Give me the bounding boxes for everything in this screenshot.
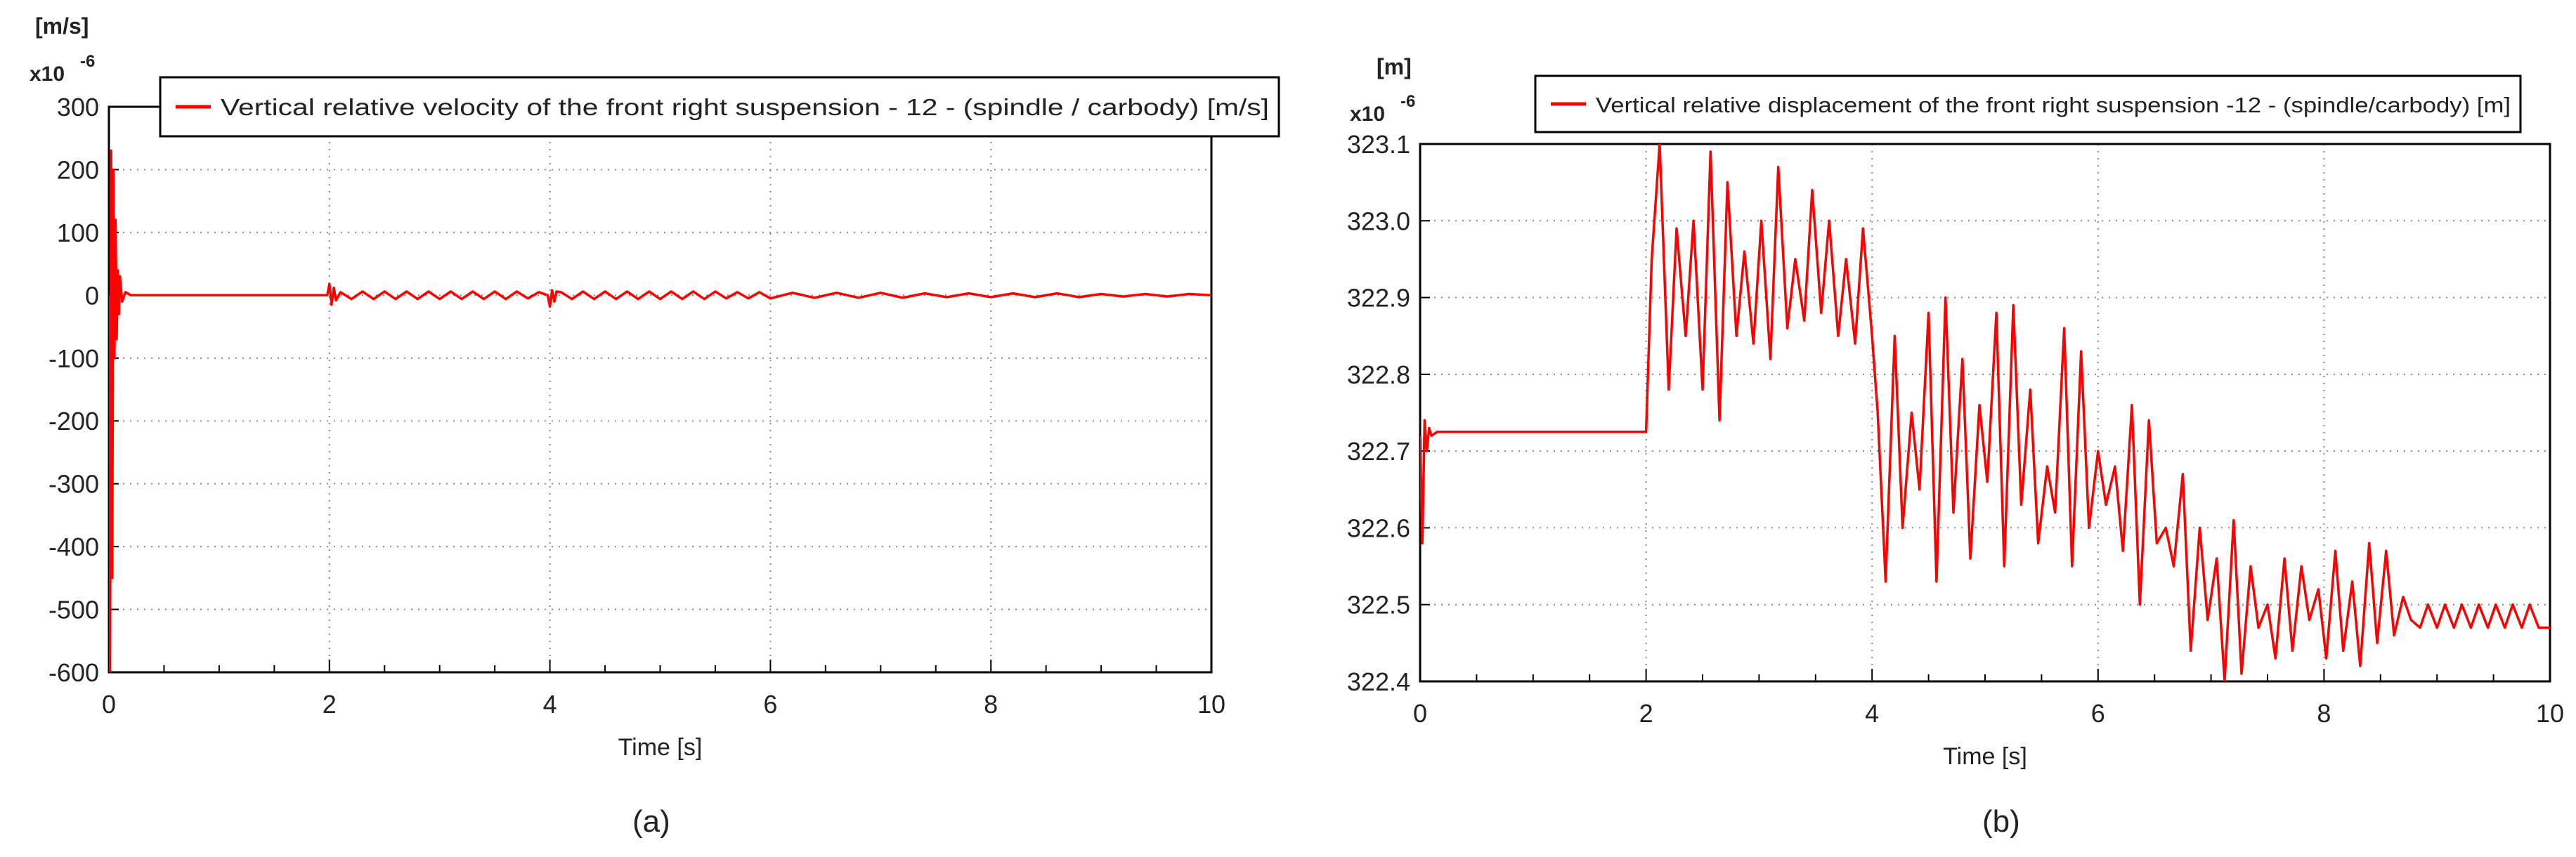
legend: Vertical relative displacement of the fr… — [1534, 74, 2522, 133]
y-tick-label: 0 — [85, 281, 99, 310]
y-tick-label: 322.8 — [1347, 360, 1410, 389]
y-multiplier: x10 — [30, 63, 65, 86]
x-tick-label: 8 — [984, 690, 998, 719]
x-tick-label: 4 — [1865, 699, 1879, 728]
series-line — [1420, 144, 2550, 681]
y-multiplier: x10 — [1350, 103, 1385, 126]
plot-frame — [108, 105, 1213, 674]
x-tick-label: 10 — [2536, 699, 2564, 728]
displacement-chart: 0 2 4 6 8 10 323.1 323.0 322.9 322.8 322.7 322.6 322… — [1347, 54, 2564, 770]
y-tick-label: 322.9 — [1347, 284, 1410, 313]
chart-panel-a: 0 2 4 6 8 10 300 200 100 0 -100 -200 -300 -400 -500 -60… — [30, 13, 1280, 839]
caption-b: (b) — [1982, 804, 2020, 839]
x-tick-label: 6 — [763, 690, 777, 719]
y-tick-label: 322.4 — [1347, 667, 1410, 696]
y-tick-label: 100 — [57, 218, 99, 247]
y-unit-label: [m] — [1377, 54, 1412, 79]
y-tick-label: -400 — [48, 532, 99, 561]
legend: Vertical relative velocity of the front … — [159, 76, 1280, 138]
y-tick-label: 322.5 — [1347, 591, 1410, 620]
y-multiplier-exponent: -6 — [1400, 92, 1415, 111]
velocity-chart: 0 2 4 6 8 10 300 200 100 0 -100 -200 -300 -400 -500 -60… — [30, 13, 1280, 761]
x-tick-label: 8 — [2317, 699, 2331, 728]
y-tick-label: 322.7 — [1347, 437, 1410, 466]
x-tick-label: 10 — [1197, 690, 1225, 719]
y-tick-label: 323.0 — [1347, 207, 1410, 235]
y-tick-label: -500 — [48, 596, 99, 624]
x-tick-label: 4 — [543, 690, 557, 719]
y-multiplier-exponent: -6 — [80, 52, 95, 71]
legend-box — [159, 76, 1280, 138]
series-line — [109, 149, 1211, 672]
y-tick-label: 300 — [57, 93, 99, 122]
caption-a: (a) — [632, 804, 670, 839]
y-tick-label: 322.6 — [1347, 513, 1410, 542]
legend-label: Vertical relative displacement of the fr… — [1596, 93, 2511, 117]
x-tick-label: 0 — [102, 690, 116, 719]
y-tick-label: -300 — [48, 470, 99, 499]
x-tick-label: 2 — [323, 690, 337, 719]
grid — [108, 106, 1212, 673]
y-tick-label: -200 — [48, 407, 99, 436]
legend-label: Vertical relative velocity of the front … — [221, 94, 1269, 120]
y-unit-label: [m/s] — [35, 13, 89, 39]
x-tick-label: 2 — [1639, 699, 1653, 728]
y-tick-label: 323.1 — [1347, 130, 1410, 159]
x-tick-label: 6 — [2091, 699, 2105, 728]
x-axis-label: Time [s] — [618, 734, 703, 761]
legend-box — [1534, 74, 2522, 133]
chart-panel-b: 0 2 4 6 8 10 323.1 323.0 322.9 322.8 322.7 322.6 322… — [1288, 0, 2576, 857]
y-tick-label: -100 — [48, 344, 99, 373]
y-tick-label: 200 — [57, 155, 99, 184]
y-tick-label: -600 — [48, 658, 99, 687]
x-tick-label: 0 — [1413, 699, 1427, 728]
x-axis-label: Time [s] — [1943, 743, 2027, 770]
